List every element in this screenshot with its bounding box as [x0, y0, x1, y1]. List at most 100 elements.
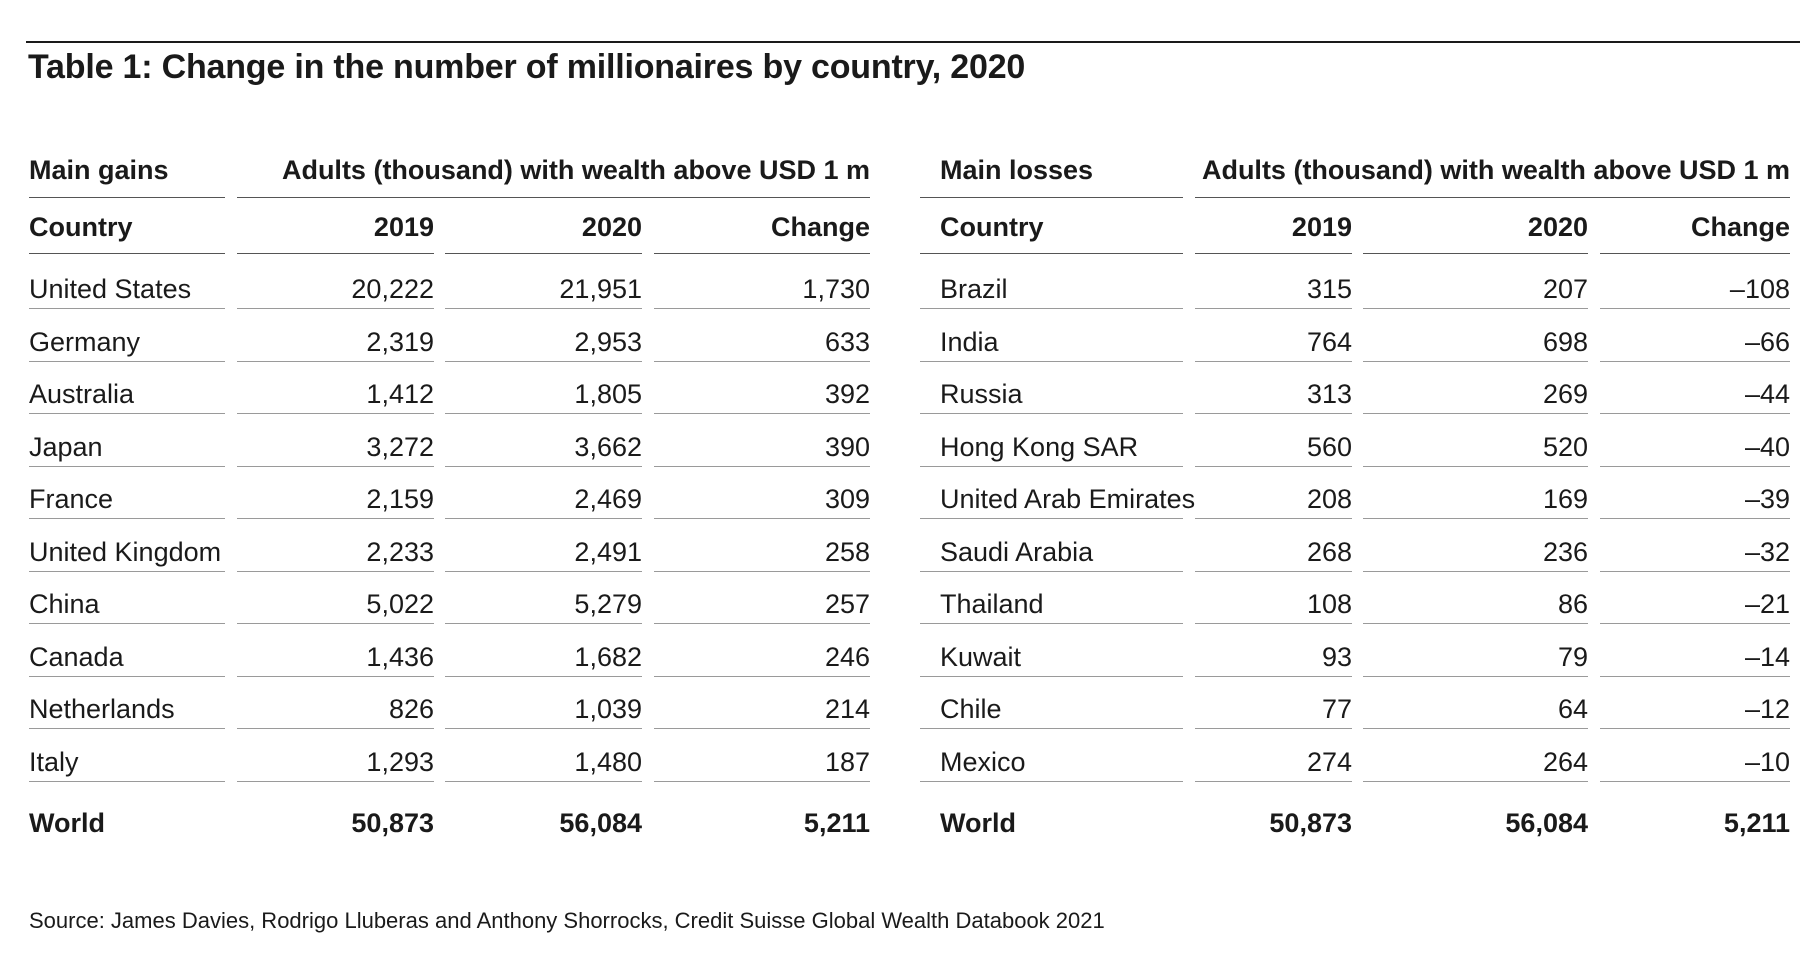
losses-total-change: 5,211: [1723, 808, 1790, 838]
divider: [1600, 253, 1790, 254]
gains-row-country: Italy: [29, 746, 79, 777]
losses-row-y2019: 315: [1306, 274, 1352, 304]
table-title: Table 1: Change in the number of million…: [28, 48, 1026, 86]
row-divider: [29, 465, 225, 467]
losses-section-label: Main losses: [940, 155, 1094, 185]
losses-total-2019: 50,873: [1269, 808, 1352, 838]
losses-row-change: –40: [1744, 431, 1790, 462]
row-divider: [920, 518, 1183, 519]
row-divider: [29, 518, 225, 519]
row-divider: [237, 675, 434, 677]
row-divider: [1195, 570, 1352, 572]
row-divider: [920, 780, 1183, 782]
row-divider: [237, 308, 434, 309]
row-divider: [29, 623, 225, 624]
row-divider: [920, 360, 1183, 362]
row-divider: [29, 413, 225, 414]
losses-total-2020: 56,084: [1505, 808, 1588, 838]
row-divider: [445, 675, 642, 677]
losses-row-change: –12: [1744, 694, 1790, 724]
gains-row-y2020: 2,491: [574, 536, 642, 567]
losses-row-country: Chile: [940, 694, 1002, 724]
source-note: Source: James Davies, Rodrigo Lluberas a…: [29, 908, 1105, 933]
gains-row-country: Netherlands: [29, 694, 175, 724]
gains-row-country: United Kingdom: [29, 536, 222, 567]
row-divider: [654, 570, 870, 572]
row-divider: [445, 623, 642, 624]
gains-row-y2020: 1,805: [574, 379, 642, 409]
row-divider: [1195, 413, 1352, 414]
losses-row-y2020: 698: [1542, 326, 1588, 357]
row-divider: [1363, 675, 1588, 677]
divider: [654, 253, 870, 254]
divider: [237, 197, 870, 198]
losses-row-change: –66: [1744, 326, 1790, 357]
losses-row-country: Kuwait: [940, 641, 1022, 672]
gains-row-y2019: 1,436: [366, 641, 434, 672]
row-divider: [1600, 570, 1790, 572]
losses-row-country: Mexico: [940, 746, 1026, 777]
gains-row-y2020: 21,951: [559, 274, 642, 304]
row-divider: [1195, 360, 1352, 362]
row-divider: [1195, 675, 1352, 677]
gains-row-y2019: 826: [388, 694, 434, 724]
row-divider: [1363, 413, 1588, 414]
row-divider: [29, 675, 225, 677]
losses-row-change: –21: [1744, 589, 1790, 619]
losses-row-y2019: 560: [1306, 431, 1352, 462]
losses-row-country: Russia: [940, 379, 1023, 409]
losses-row-y2020: 269: [1542, 379, 1588, 409]
losses-row-y2020: 79: [1557, 641, 1588, 672]
losses-row-y2020: 169: [1542, 484, 1588, 514]
row-divider: [237, 360, 434, 362]
row-divider: [445, 308, 642, 309]
losses-row-y2020: 64: [1557, 694, 1588, 724]
divider: [29, 197, 225, 198]
row-divider: [1363, 308, 1588, 309]
gains-row-country: Germany: [29, 326, 141, 357]
losses-row-y2019: 77: [1321, 694, 1352, 724]
row-divider: [654, 308, 870, 309]
gains-row-country: United States: [29, 274, 192, 304]
row-divider: [29, 728, 225, 729]
losses-row-y2020: 264: [1542, 746, 1588, 777]
losses-total-country: World: [940, 808, 1016, 838]
gains-row-y2020: 1,039: [574, 694, 642, 724]
row-divider: [237, 518, 434, 519]
losses-row-change: –14: [1744, 641, 1790, 672]
row-divider: [237, 780, 434, 782]
row-divider: [1363, 728, 1588, 729]
row-divider: [920, 570, 1183, 572]
losses-row-country: United Arab Emirates: [940, 484, 1196, 514]
losses-row-change: –39: [1744, 484, 1790, 514]
gains-total-country: World: [29, 808, 105, 838]
gains-total-change: 5,211: [803, 808, 870, 838]
losses-row-y2020: 520: [1542, 431, 1588, 462]
row-divider: [920, 465, 1183, 467]
row-divider: [445, 728, 642, 729]
losses-row-y2019: 764: [1306, 326, 1352, 357]
row-divider: [29, 570, 225, 572]
row-divider: [1600, 360, 1790, 362]
losses-row-change: –32: [1744, 536, 1790, 567]
row-divider: [445, 570, 642, 572]
losses-row-y2020: 86: [1557, 589, 1588, 619]
gains-total-2020: 56,084: [559, 808, 642, 838]
gains-row-change: 392: [824, 379, 870, 409]
top-rule: [26, 41, 1800, 43]
row-divider: [920, 308, 1183, 309]
row-divider: [1600, 780, 1790, 782]
losses-row-change: –108: [1729, 274, 1790, 304]
losses-row-country: Hong Kong SAR: [940, 431, 1139, 462]
gains-row-y2019: 2,159: [366, 484, 434, 514]
gains-row-change: 309: [824, 484, 870, 514]
gains-row-change: 214: [824, 694, 870, 724]
losses-row-change: –10: [1744, 746, 1790, 777]
row-divider: [445, 780, 642, 782]
row-divider: [1600, 675, 1790, 677]
gains-row-y2020: 1,682: [574, 641, 642, 672]
gains-row-country: Japan: [29, 431, 103, 462]
gains-row-change: 390: [824, 431, 870, 462]
row-divider: [237, 728, 434, 729]
losses-row-y2020: 236: [1542, 536, 1588, 567]
